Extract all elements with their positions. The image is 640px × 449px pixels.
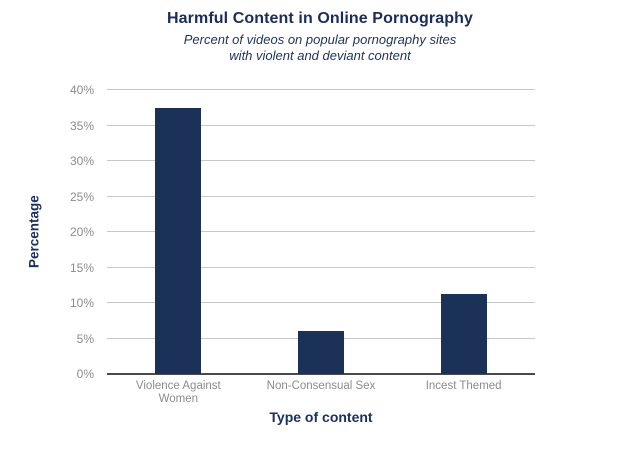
gridline — [107, 160, 535, 161]
y-tick-label: 40% — [69, 83, 94, 97]
y-tick-label: 10% — [69, 296, 94, 310]
x-tick-label: Non-Consensual Sex — [266, 380, 376, 392]
gridline — [107, 302, 535, 303]
chart-subtitle-line-1: Percent of videos on popular pornography… — [183, 32, 457, 47]
x-axis-title: Type of content — [269, 409, 373, 425]
bar — [440, 293, 487, 374]
y-tick-label: 15% — [69, 260, 94, 275]
plot-area: 0% 5% 10% 15% 20% 25% 30% 35% 40% Violence Agains… — [70, 83, 535, 405]
gridline — [107, 266, 535, 268]
y-tick-label: 30% — [69, 154, 94, 168]
x-tick-label: Incest Themed — [425, 380, 502, 392]
y-tick-label: 25% — [69, 189, 94, 204]
x-tick-label: Violence Against Women — [135, 380, 221, 405]
chart-subtitle-line-2: with violent and deviant content — [229, 48, 411, 63]
x-axis-line — [107, 373, 535, 375]
gridline — [107, 195, 535, 197]
y-tick-label: 35% — [69, 118, 94, 133]
y-tick-label: 20% — [69, 225, 94, 239]
bar — [298, 331, 344, 374]
y-tick-label: 5% — [76, 331, 94, 346]
y-tick-label: 0% — [76, 367, 94, 381]
gridline — [107, 231, 535, 232]
y-axis-title: Percentage — [26, 195, 42, 269]
gridline — [107, 89, 535, 90]
bar — [155, 107, 202, 374]
chart-title: Harmful Content in Online Pornography — [167, 10, 473, 27]
chart-subtitle: Percent of videos on popular pornography… — [0, 32, 640, 64]
gridline — [107, 124, 535, 126]
